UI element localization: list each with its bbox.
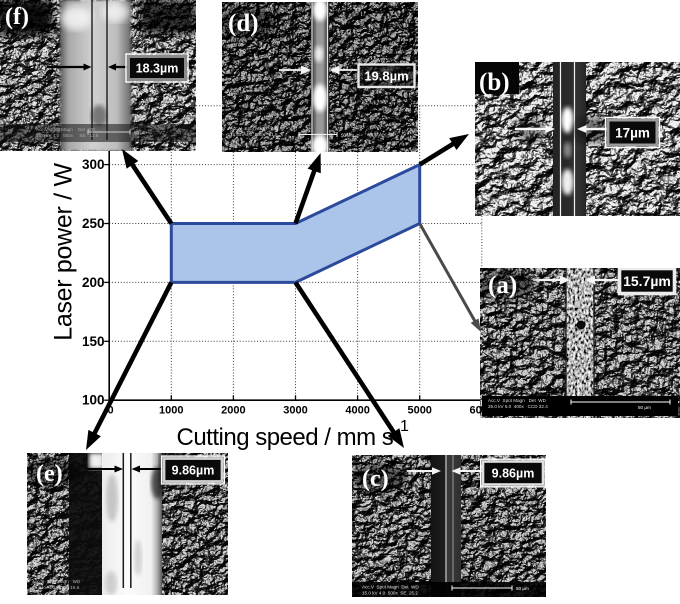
svg-text:9.86µm: 9.86µm [172, 464, 215, 478]
svg-text:2000: 2000 [221, 405, 245, 417]
svg-text:17µm: 17µm [615, 125, 650, 140]
svg-text:300: 300 [82, 157, 105, 172]
svg-text:4000: 4000 [345, 405, 369, 417]
svg-text:150: 150 [82, 334, 105, 349]
svg-text:15.0 kV 4.0 500x SE 13: 15.0 kV 4.0 500x SE 13.8 [36, 133, 99, 138]
svg-text:18.3µm: 18.3µm [136, 62, 179, 76]
svg-text:1000: 1000 [159, 405, 183, 417]
svg-text:1: 1 [400, 418, 409, 435]
svg-text:15.0 kV 5.0 500x SE 10.1: 15.0 kV 5.0 500x SE 10.1 [481, 197, 539, 202]
svg-text:Acc.V Spot Magn WD: Acc.V Spot Magn WD [32, 579, 81, 584]
svg-text:Acc.V Spot Magn WD: Acc.V Spot Magn WD [230, 126, 279, 131]
svg-text:100: 100 [82, 393, 105, 408]
svg-text:9.86µm: 9.86µm [492, 467, 535, 481]
svg-text:Acc.V Spot Magn Det WD: Acc.V Spot Magn Det WD [488, 398, 547, 403]
svg-text:15.85V 4.0 500x 21.6: 15.85V 4.0 500x 21.6 [230, 132, 278, 137]
svg-text:15.9 kV 4.0 500x 16.5: 15.9 kV 4.0 500x 16.5 [32, 585, 80, 590]
svg-text:50 µm: 50 µm [638, 405, 651, 410]
svg-text:(a): (a) [488, 272, 517, 299]
svg-text:Acc.V Spot Magn Det WD: Acc.V Spot Magn Det WD [362, 585, 419, 590]
svg-text:3000: 3000 [283, 405, 307, 417]
svg-text:Acc.V Spot Magn Det WD: Acc.V Spot Magn Det WD [36, 127, 96, 132]
svg-text:(c): (c) [362, 466, 389, 492]
svg-text:(f): (f) [5, 4, 29, 30]
svg-text:0: 0 [107, 405, 113, 417]
svg-text:50 µm: 50 µm [134, 130, 147, 135]
svg-text:Cutting speed / mm s: Cutting speed / mm s [177, 424, 394, 451]
svg-text:250: 250 [82, 216, 105, 231]
svg-text:5000: 5000 [407, 405, 431, 417]
svg-text:50 µm: 50 µm [341, 133, 354, 138]
svg-text:(b): (b) [479, 69, 510, 96]
svg-text:15.0 kV 4.0 500x SE 25.2: 15.0 kV 4.0 500x SE 25.2 [362, 591, 418, 596]
svg-text:Laser power / W: Laser power / W [50, 163, 78, 341]
svg-text:Acc.V Spot Magn Det WD: Acc.V Spot Magn Det WD [481, 191, 540, 196]
svg-text:15.7µm: 15.7µm [623, 273, 671, 289]
svg-text:200: 200 [82, 275, 105, 290]
svg-text:19.8µm: 19.8µm [364, 68, 408, 83]
svg-text:25.0 kV 6.0 400x CCD 32.4: 25.0 kV 6.0 400x CCD 32.4 [488, 404, 548, 409]
svg-text:50 µm: 50 µm [516, 586, 529, 591]
svg-text:(e): (e) [36, 461, 63, 487]
svg-text:(d): (d) [228, 10, 259, 37]
